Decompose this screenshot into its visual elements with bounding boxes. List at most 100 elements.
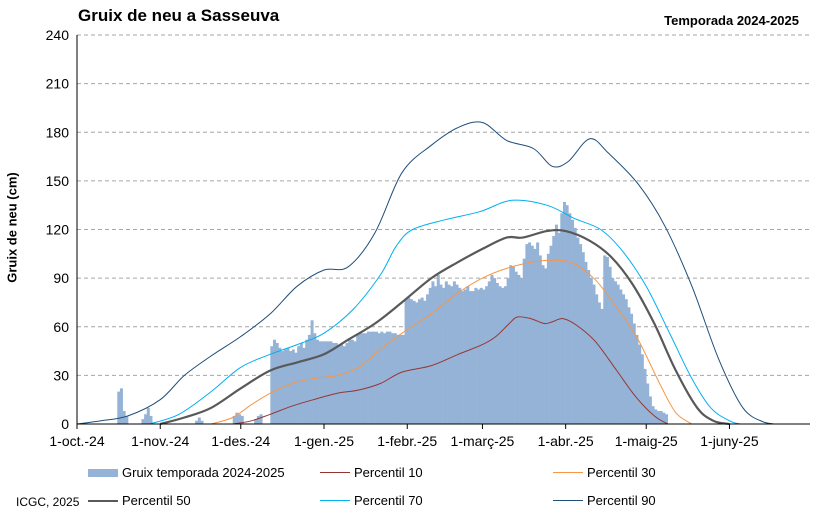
snow-depth-bar <box>345 342 349 424</box>
snow-depth-bar <box>125 415 129 424</box>
legend-label-p50: Percentil 50 <box>122 493 191 508</box>
snow-depth-bar <box>240 415 244 424</box>
snow-depth-bar <box>595 294 599 424</box>
snow-depth-bar <box>458 287 462 424</box>
legend-item-p70: Percentil 70 <box>320 493 423 508</box>
snow-depth-bar <box>541 265 545 424</box>
snow-depth-bar <box>329 341 333 424</box>
snow-depth-bar <box>348 338 352 424</box>
season-label: Temporada 2024-2025 <box>664 13 799 28</box>
snow-depth-bar <box>337 344 341 424</box>
snow-depth-bar <box>557 232 561 424</box>
snow-depth-bar <box>302 347 306 424</box>
snow-depth-bar <box>315 339 319 424</box>
snow-depth-bar <box>361 333 365 424</box>
snow-depth-bar <box>579 244 583 424</box>
snow-depth-bar <box>254 419 258 424</box>
snow-depth-bar <box>420 297 424 424</box>
snow-depth-bar <box>324 341 328 424</box>
snow-depth-bar <box>466 286 470 424</box>
snow-depth-bar <box>396 334 400 424</box>
snow-depth-bar <box>600 308 604 424</box>
snow-depth-bar <box>442 287 446 424</box>
snow-depth-bar <box>573 227 577 424</box>
snow-depth-bar <box>259 414 263 424</box>
snow-depth-bar <box>613 281 617 424</box>
snow-depth-bar <box>305 339 309 424</box>
snow-depth-bar <box>372 331 376 424</box>
snow-depth-bar <box>517 274 521 424</box>
y-tick-label: 90 <box>53 270 69 286</box>
snow-depth-bar <box>375 331 379 424</box>
snow-depth-bar <box>656 411 660 424</box>
snow-depth-bar <box>619 289 623 424</box>
snow-depth-bar <box>450 286 454 424</box>
snow-depth-bar <box>538 255 542 424</box>
snow-depth-bar <box>195 420 199 424</box>
snow-depth-bar <box>358 333 362 424</box>
snow-depth-bar <box>332 342 336 424</box>
y-tick-label: 0 <box>61 416 69 432</box>
snow-depth-bar <box>460 291 464 424</box>
snow-depth-bar <box>383 333 387 424</box>
snow-depth-bar <box>485 286 489 424</box>
snow-depth-bar <box>286 347 290 424</box>
x-tick-label: 1-maig-25 <box>615 433 678 449</box>
snow-depth-bar <box>334 342 338 424</box>
y-tick-label: 210 <box>46 76 70 92</box>
legend-item-p10: Percentil 10 <box>320 465 423 480</box>
snow-depth-bar <box>487 281 491 424</box>
snow-depth-bar <box>638 344 642 424</box>
snow-depth-bar <box>471 291 475 424</box>
y-tick-label: 30 <box>53 367 69 383</box>
snow-depth-bar <box>291 349 295 424</box>
y-tick-label: 240 <box>46 27 70 43</box>
snow-depth-bar <box>506 278 510 424</box>
snow-depth-bar <box>364 333 368 424</box>
snow-depth-bar <box>404 299 408 424</box>
snow-depth-bar <box>630 313 634 424</box>
snow-depth-bar <box>200 420 204 424</box>
snow-depth-bar <box>576 237 580 424</box>
snow-depth-bar <box>385 331 389 424</box>
snow-depth-bar <box>501 287 505 424</box>
credit: ICGC, 2025 <box>16 495 80 509</box>
snow-depth-bar <box>423 300 427 424</box>
legend-item-p30: Percentil 30 <box>553 465 656 480</box>
snow-depth-bar <box>393 333 397 424</box>
snow-depth-bar <box>490 274 494 424</box>
snow-depth-bar <box>275 342 279 424</box>
legend-label-p10: Percentil 10 <box>354 465 423 480</box>
snow-depth-bar <box>624 299 628 424</box>
snow-depth-bar <box>525 244 529 424</box>
snow-depth-bar <box>562 201 566 424</box>
percentile-line-p90 <box>76 121 776 425</box>
snow-depth-bar <box>584 261 588 424</box>
legend-swatch-p70 <box>320 500 350 501</box>
snow-depth-bar <box>520 278 524 424</box>
snow-depth-bar <box>635 334 639 424</box>
snow-depth-bar <box>495 282 499 424</box>
snow-depth-bar <box>568 213 572 424</box>
snow-depth-bar <box>431 281 435 424</box>
legend-swatch-p30 <box>553 472 583 473</box>
snow-depth-bar <box>294 352 298 424</box>
snow-depth-bar <box>503 286 507 424</box>
snow-depth-bar <box>369 331 373 424</box>
snow-depth-bar <box>321 341 325 424</box>
legend-swatch-p50 <box>88 499 118 502</box>
snow-depth-bar <box>377 333 381 424</box>
snow-depth-bar <box>646 383 650 424</box>
snow-depth-bar <box>452 281 456 424</box>
snow-depth-bar <box>603 255 607 424</box>
snow-depth-bar <box>528 242 532 424</box>
snow-depth-bar <box>283 349 287 424</box>
x-tick-label: 1-abr.-25 <box>538 433 594 449</box>
snow-depth-bar <box>474 287 478 424</box>
snow-depth-bar <box>350 339 354 424</box>
y-tick-label: 60 <box>53 319 69 335</box>
snow-depth-bar <box>342 346 346 424</box>
x-tick-label: 1-març-25 <box>451 433 515 449</box>
snow-depth-bar <box>407 297 411 424</box>
